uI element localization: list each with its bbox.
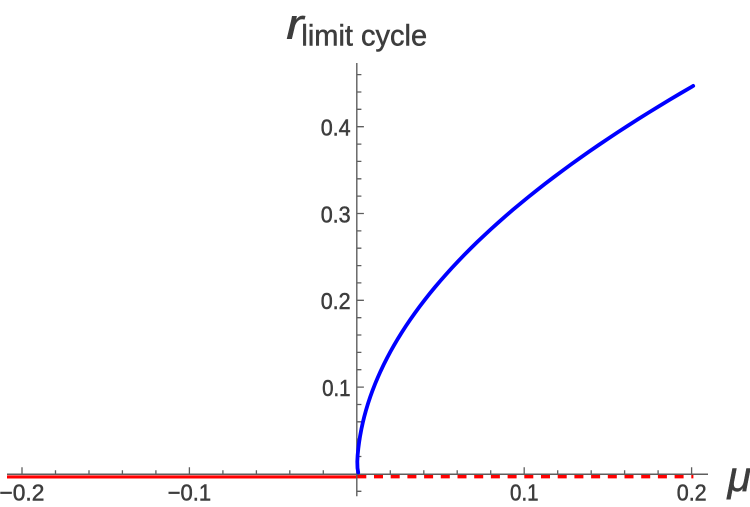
svg-text:0.2: 0.2 <box>677 480 707 506</box>
svg-text:r: r <box>286 1 306 49</box>
svg-text:−0.1: −0.1 <box>168 480 211 506</box>
svg-text:μ: μ <box>727 453 750 501</box>
svg-text:0.1: 0.1 <box>510 480 539 506</box>
svg-text:0.3: 0.3 <box>321 201 351 227</box>
svg-text:−0.2: −0.2 <box>0 480 44 506</box>
svg-text:0.2: 0.2 <box>321 288 351 314</box>
svg-text:0.4: 0.4 <box>321 115 351 141</box>
svg-text:limit cycle: limit cycle <box>301 20 427 53</box>
svg-text:0.1: 0.1 <box>322 375 351 401</box>
